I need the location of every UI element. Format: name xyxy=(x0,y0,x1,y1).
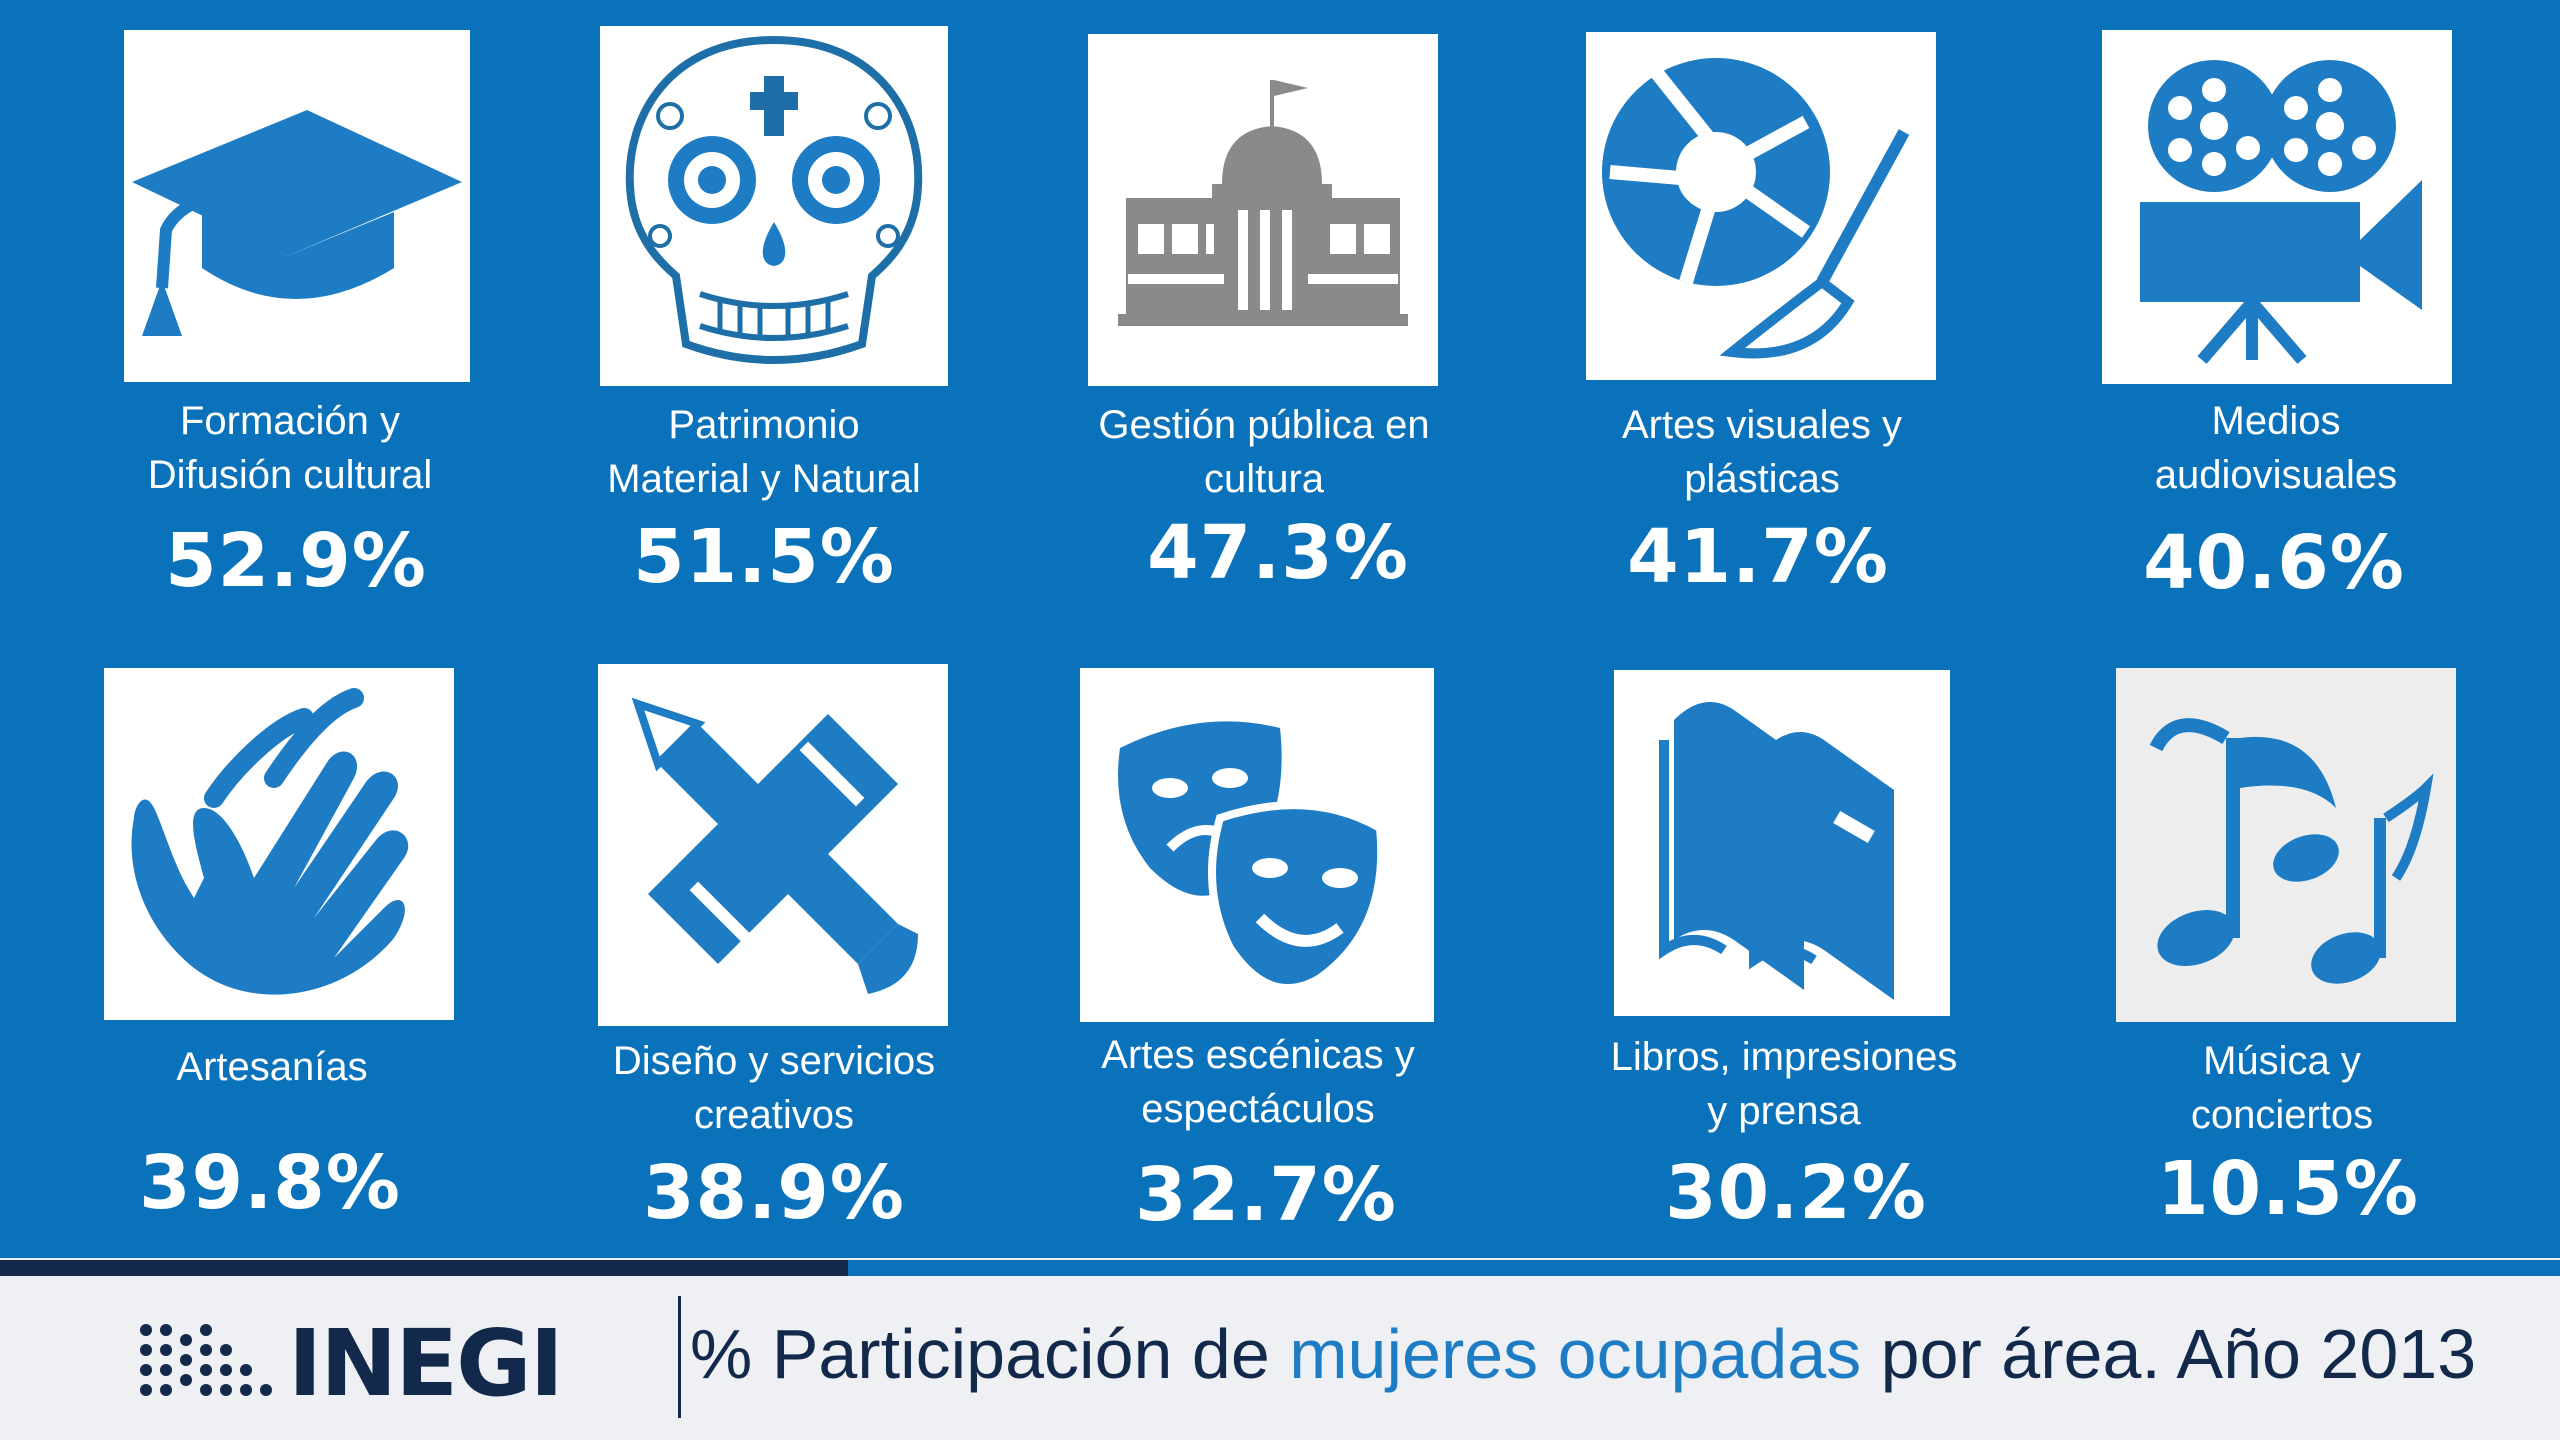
film-camera-icon xyxy=(2140,60,2422,364)
label-line: conciertos xyxy=(2190,1093,2374,1137)
label-line: Libros, impresiones xyxy=(1610,1035,1958,1079)
label-line: Medios xyxy=(2211,399,2341,443)
tile-musica xyxy=(2116,668,2456,1022)
stats-panel: Formación y Difusión cultural 52.9% xyxy=(0,0,2560,1258)
tile-patrimonio xyxy=(600,26,948,386)
value-artes-visuales: 41.7% xyxy=(1627,514,1889,600)
tile-artes-visuales xyxy=(1586,32,1936,380)
tile-artes-escenicas xyxy=(1080,668,1434,1022)
label-line: plásticas xyxy=(1684,457,1840,501)
footer-accent-dark xyxy=(0,1260,848,1276)
label-line: Música y xyxy=(2203,1039,2361,1083)
value-artes-escenicas: 32.7% xyxy=(1135,1152,1397,1238)
label-line: audiovisuales xyxy=(2154,453,2398,497)
label-gestion: Gestión pública en cultura xyxy=(1044,398,1484,506)
label-line: Difusión cultural xyxy=(147,453,433,497)
tile-medios xyxy=(2102,30,2452,384)
label-line: Patrimonio xyxy=(668,403,860,447)
tile-diseno xyxy=(598,664,948,1026)
label-artes-visuales: Artes visuales y plásticas xyxy=(1542,398,1982,506)
sugar-skull-icon xyxy=(625,35,923,364)
graduation-cap-icon xyxy=(132,110,462,336)
aperture-brush-icon xyxy=(1602,58,1914,359)
label-libros: Libros, impresiones y prensa xyxy=(1564,1030,2004,1138)
tile-artesanias xyxy=(104,668,454,1020)
books-icon xyxy=(1659,702,1894,1000)
label-line: Diseño y servicios xyxy=(612,1039,936,1083)
label-line: y prensa xyxy=(1707,1089,1861,1133)
caption-highlight: mujeres ocupadas xyxy=(1289,1315,1862,1393)
label-artes-escenicas: Artes escénicas y espectáculos xyxy=(1038,1028,1478,1136)
label-musica: Música y conciertos xyxy=(2062,1034,2502,1142)
value-medios: 40.6% xyxy=(2143,520,2405,606)
inegi-dots-icon xyxy=(140,1324,272,1396)
footer-accent-blue xyxy=(848,1260,2560,1276)
tile-libros xyxy=(1614,670,1950,1016)
music-notes-icon xyxy=(2149,718,2434,984)
label-line: Artes visuales y xyxy=(1621,403,1903,447)
caption-suffix: por área. Año 2013 xyxy=(1861,1315,2477,1393)
value-diseno: 38.9% xyxy=(643,1150,905,1236)
label-line: cultura xyxy=(1203,457,1325,501)
label-medios: Medios audiovisuales xyxy=(2056,394,2496,502)
hands-icon xyxy=(131,688,409,995)
pencil-ruler-icon xyxy=(631,697,918,994)
caption-prefix: % Participación de xyxy=(690,1315,1290,1393)
theater-masks-icon xyxy=(1118,721,1386,992)
inegi-logo: INEGI xyxy=(138,1310,578,1417)
label-line: Artesanías xyxy=(176,1045,368,1089)
label-line: Material y Natural xyxy=(607,457,921,501)
label-artesanias: Artesanías xyxy=(52,1040,492,1094)
tile-formacion xyxy=(124,30,470,382)
label-line: Gestión pública en xyxy=(1098,403,1430,447)
label-patrimonio: Patrimonio Material y Natural xyxy=(544,398,984,506)
tile-gestion xyxy=(1088,34,1438,386)
value-patrimonio: 51.5% xyxy=(633,514,895,600)
label-line: Artes escénicas y xyxy=(1101,1033,1415,1077)
footer-divider xyxy=(678,1296,681,1418)
label-line: Formación y xyxy=(179,399,401,443)
value-formacion: 52.9% xyxy=(165,518,427,604)
chart-caption: % Participación de mujeres ocupadas por … xyxy=(690,1304,2476,1404)
label-line: espectáculos xyxy=(1141,1087,1375,1131)
label-formacion: Formación y Difusión cultural xyxy=(70,394,510,502)
footer: INEGI % Participación de mujeres ocupada… xyxy=(0,1276,2560,1440)
value-artesanias: 39.8% xyxy=(139,1140,401,1226)
value-gestion: 47.3% xyxy=(1147,510,1409,596)
label-diseno: Diseño y servicios creativos xyxy=(554,1034,994,1142)
label-line: creativos xyxy=(693,1093,855,1137)
government-building-icon xyxy=(1118,80,1408,326)
value-musica: 10.5% xyxy=(2157,1146,2419,1232)
inegi-logo-text: INEGI xyxy=(288,1310,564,1417)
value-libros: 30.2% xyxy=(1665,1150,1927,1236)
